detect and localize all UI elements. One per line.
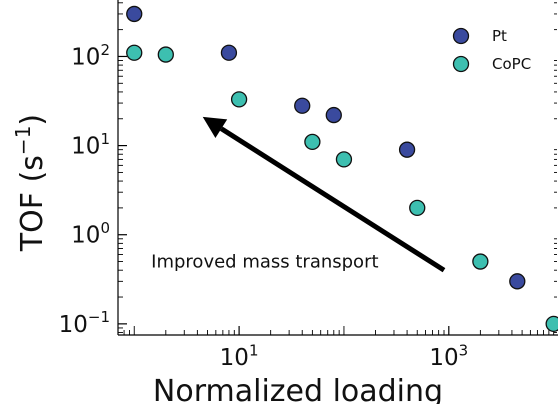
legend-label-copc: CoPC	[492, 55, 531, 73]
point-copc-1	[157, 46, 174, 63]
y-axis-label: TOF (s−1)	[11, 114, 50, 252]
point-copc-7	[545, 315, 558, 333]
y-tick-label: 102	[71, 41, 110, 71]
point-copc-2	[230, 91, 248, 108]
legend-label-pt: Pt	[492, 27, 507, 45]
y-tick-label: 101	[71, 130, 110, 160]
legend-marker-copc	[452, 55, 470, 73]
point-copc-3	[304, 133, 321, 151]
annotation-text: Improved mass transport	[151, 252, 378, 273]
y-tick-label: 10−1	[59, 308, 110, 338]
point-pt-4	[398, 141, 416, 158]
point-pt-3	[325, 106, 342, 124]
point-copc-5	[409, 199, 426, 217]
point-pt-0	[126, 5, 143, 23]
point-pt-5	[509, 273, 526, 290]
point-copc-6	[472, 253, 489, 270]
legend-marker-pt	[452, 27, 470, 45]
x-axis-label: Normalized loading	[153, 374, 443, 404]
point-copc-4	[335, 151, 353, 168]
annotation-arrow-head	[202, 116, 228, 138]
point-pt-1	[220, 44, 238, 61]
x-tick-label: 103	[429, 341, 468, 371]
annotation-arrow-shaft	[219, 126, 446, 273]
y-tick-label: 100	[71, 219, 110, 249]
point-copc-0	[126, 44, 143, 61]
x-tick-label: 101	[220, 341, 259, 371]
point-pt-2	[294, 97, 311, 114]
